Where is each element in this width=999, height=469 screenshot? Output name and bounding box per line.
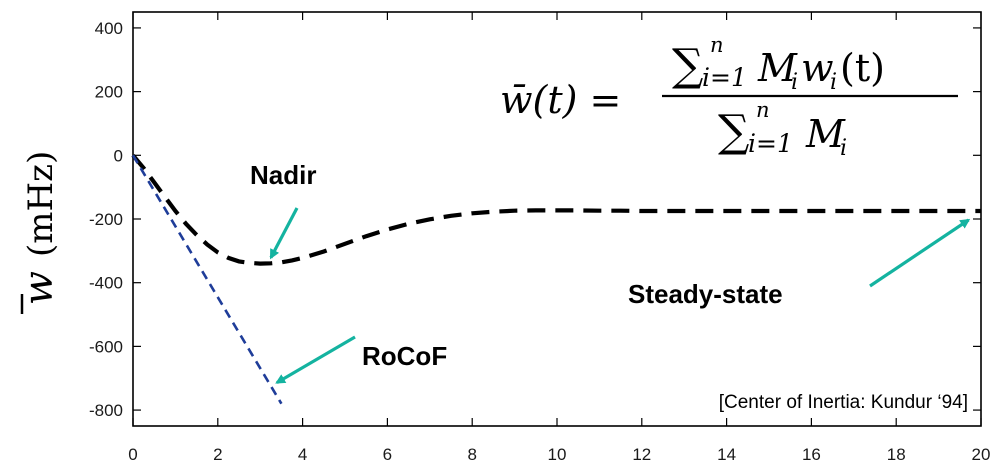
y-axis-label: w(mHz) <box>16 151 62 314</box>
y-tick-label: -600 <box>89 337 123 356</box>
denominator-term-sub: i <box>840 136 847 161</box>
axis-ticks <box>132 12 982 426</box>
nadir-label: Nadir <box>250 160 316 190</box>
formula: w̄(t) = ∑ n i=1 M i w i (t) ∑ n i=1 M i <box>500 33 958 161</box>
denominator-sum: ∑ <box>718 106 749 157</box>
x-tick-label: 10 <box>548 445 567 464</box>
y-axis-label-symbol: w <box>16 271 62 305</box>
y-tick-label: -200 <box>89 210 123 229</box>
axis-tick-labels: 0 2 4 6 8 10 12 14 16 18 20 400 200 0 -200 -400 -600 -800 <box>89 19 990 464</box>
y-tick-label: 200 <box>95 83 123 102</box>
x-tick-label: 4 <box>298 445 307 464</box>
y-tick-label: -400 <box>89 274 123 293</box>
numerator-arg: (t) <box>840 46 885 90</box>
numerator-upper: n <box>710 33 724 57</box>
denominator-upper: n <box>756 98 770 122</box>
x-tick-label: 0 <box>128 445 137 464</box>
denominator-term: M <box>805 112 846 156</box>
frequency-series-line <box>131 153 981 266</box>
annotation-arrows <box>269 207 971 384</box>
x-tick-label: 6 <box>383 445 392 464</box>
numerator-lower: i=1 <box>702 63 747 92</box>
nadir-arrow <box>269 207 299 260</box>
numerator-sum: ∑ <box>672 40 703 91</box>
numerator-term2-sub: i <box>830 70 837 95</box>
y-tick-label: 400 <box>95 19 123 38</box>
x-tick-label: 12 <box>632 445 651 464</box>
svg-text:w(mHz): w(mHz) <box>16 151 62 306</box>
x-tick-label: 2 <box>213 445 222 464</box>
numerator-term: M <box>757 46 798 90</box>
x-tick-label: 16 <box>802 445 821 464</box>
formula-lhs: w̄(t) = <box>500 78 621 122</box>
y-tick-label: 0 <box>114 146 123 165</box>
steady-state-label: Steady-state <box>628 279 783 309</box>
rocof-tangent-line <box>131 154 283 405</box>
denominator-lower: i=1 <box>748 129 793 158</box>
rocof-arrow <box>275 335 356 384</box>
x-tick-label: 18 <box>887 445 906 464</box>
rocof-label: RoCoF <box>362 341 447 371</box>
steady-state-arrow <box>869 218 971 288</box>
svg-text:w̄(t) =: w̄(t) = <box>500 78 621 122</box>
citation: [Center of Inertia: Kundur ‘94] <box>719 392 968 413</box>
x-tick-label: 14 <box>717 445 736 464</box>
numerator-term-sub: i <box>791 70 798 95</box>
y-tick-label: -800 <box>89 401 123 420</box>
numerator-term2: w <box>801 46 834 90</box>
series-layer <box>131 153 981 405</box>
x-tick-label: 8 <box>467 445 476 464</box>
x-tick-label: 20 <box>972 445 991 464</box>
